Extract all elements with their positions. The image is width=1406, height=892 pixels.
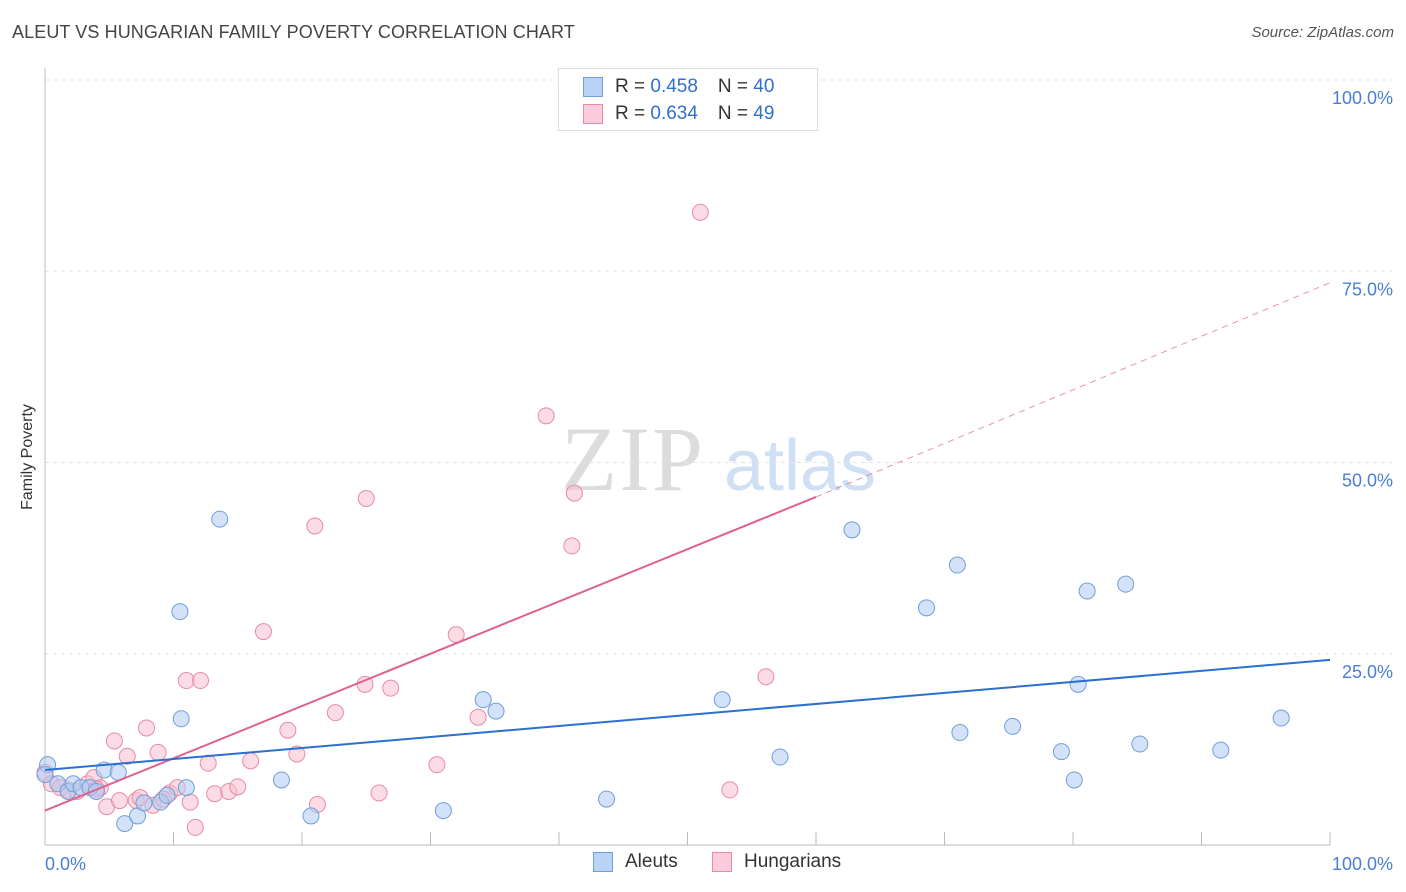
hungarian-point bbox=[149, 743, 167, 761]
hungarian-point bbox=[382, 679, 400, 697]
aleut-point bbox=[1065, 771, 1083, 789]
x-tick-label: 100.0% bbox=[1332, 854, 1393, 874]
x-tick-label: 0.0% bbox=[45, 854, 86, 874]
hungarians-legend-label: Hungarians bbox=[744, 851, 842, 872]
aleuts-legend-label: Aleuts bbox=[625, 851, 678, 872]
legend-r-value: 0.458 bbox=[650, 76, 698, 97]
hungarian-point bbox=[186, 818, 204, 836]
hungarian-point bbox=[563, 537, 581, 555]
aleut-point bbox=[713, 691, 731, 709]
hungarian-point bbox=[691, 203, 709, 221]
hungarian-point bbox=[565, 484, 583, 502]
aleut-point bbox=[177, 779, 195, 797]
hungarian-point bbox=[206, 785, 224, 803]
hungarian-point bbox=[242, 752, 260, 770]
aleut-point bbox=[211, 510, 229, 528]
stats-legend: R = 0.458 N = 40 R = 0.634 N = 49 bbox=[558, 68, 818, 131]
hungarian-point bbox=[279, 721, 297, 739]
hungarian-point bbox=[469, 708, 487, 726]
hungarian-point bbox=[370, 784, 388, 802]
hungarian-point bbox=[306, 517, 324, 535]
watermark-atlas: atlas bbox=[724, 426, 876, 506]
hungarian-point bbox=[537, 407, 555, 425]
aleut-point bbox=[771, 748, 789, 766]
legend-row-hungarians: R = 0.634 N = 49 bbox=[583, 101, 774, 127]
hungarian-point bbox=[428, 756, 446, 774]
hungarian-trend-extension bbox=[815, 282, 1331, 498]
y-tick-label: 100.0% bbox=[1332, 88, 1393, 108]
aleut-point bbox=[1052, 743, 1070, 761]
hungarian-point bbox=[757, 668, 775, 686]
legend-r-label: R = bbox=[615, 76, 651, 97]
aleut-trend-line bbox=[44, 658, 1331, 772]
legend-n-value: 49 bbox=[753, 103, 775, 124]
hungarian-point bbox=[721, 781, 739, 799]
chart-title: ALEUT VS HUNGARIAN FAMILY POVERTY CORREL… bbox=[12, 22, 575, 42]
legend-r-value: 0.634 bbox=[650, 103, 698, 124]
hungarian-point bbox=[191, 672, 209, 690]
hungarian-point bbox=[181, 793, 199, 811]
legend-n-label: N = bbox=[717, 76, 754, 97]
hungarian-legend-swatch bbox=[712, 852, 732, 872]
hungarian-point bbox=[288, 745, 306, 763]
source-label: Source: ZipAtlas.com bbox=[1251, 24, 1394, 41]
y-tick-label: 25.0% bbox=[1342, 662, 1393, 682]
hungarian-point bbox=[111, 792, 129, 810]
hungarian-point bbox=[229, 778, 247, 796]
aleut-point bbox=[843, 521, 861, 539]
aleut-point bbox=[272, 771, 290, 789]
y-tick-label: 50.0% bbox=[1342, 471, 1393, 491]
watermark-zip: ZIP bbox=[561, 408, 705, 510]
hungarian-point bbox=[177, 672, 195, 690]
aleut-point bbox=[1069, 675, 1087, 693]
aleut-point bbox=[172, 710, 190, 728]
bottom-legend-aleuts: Aleuts bbox=[593, 851, 678, 873]
hungarian-point bbox=[357, 489, 375, 507]
hungarian-swatch bbox=[583, 104, 603, 124]
y-tick-label: 75.0% bbox=[1342, 279, 1393, 299]
hungarian-point bbox=[138, 719, 156, 737]
legend-r-label: R = bbox=[615, 103, 651, 124]
aleut-point bbox=[1078, 582, 1096, 600]
aleut-point bbox=[487, 702, 505, 720]
bottom-legend-hungarians: Hungarians bbox=[712, 851, 841, 873]
aleut-point bbox=[598, 790, 616, 808]
aleut-swatch bbox=[583, 77, 603, 97]
aleut-point bbox=[158, 786, 176, 804]
aleut-point bbox=[135, 794, 153, 812]
hungarian-point bbox=[254, 623, 272, 641]
aleut-point bbox=[434, 802, 452, 820]
aleut-point bbox=[1212, 741, 1230, 759]
aleut-point bbox=[1117, 575, 1135, 593]
legend-n-value: 40 bbox=[753, 76, 775, 97]
aleut-point bbox=[116, 815, 134, 833]
aleut-point bbox=[1131, 735, 1149, 753]
aleut-point bbox=[302, 807, 320, 825]
aleut-point bbox=[474, 691, 492, 709]
aleut-point bbox=[1272, 709, 1290, 727]
aleut-point bbox=[1004, 717, 1022, 735]
aleut-point bbox=[171, 603, 189, 621]
aleut-point bbox=[951, 724, 969, 742]
hungarian-point bbox=[326, 704, 344, 722]
aleut-point bbox=[948, 556, 966, 574]
legend-n-label: N = bbox=[717, 103, 754, 124]
legend-row-aleuts: R = 0.458 N = 40 bbox=[583, 74, 774, 100]
hungarian-point bbox=[118, 747, 136, 765]
aleut-point bbox=[918, 599, 936, 617]
hungarian-point bbox=[105, 732, 123, 750]
aleut-legend-swatch bbox=[593, 852, 613, 872]
hungarian-point bbox=[199, 754, 217, 772]
